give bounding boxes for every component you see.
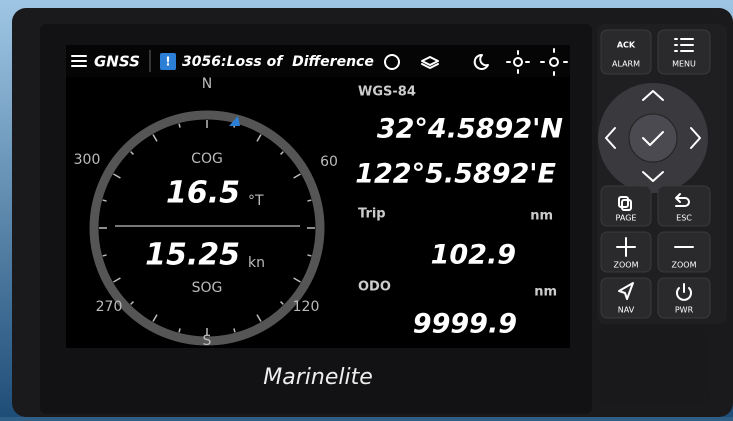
cog-label: COG: [191, 151, 223, 167]
ok-button[interactable]: [629, 114, 677, 162]
compass-label: 300: [74, 152, 101, 168]
button-label: ACK: [617, 41, 636, 50]
compass-tick: [103, 200, 107, 201]
compass-label: S: [203, 333, 212, 349]
compass-tick: [307, 200, 311, 201]
button-label: ALARM: [612, 60, 640, 69]
button-label: ESC: [676, 214, 692, 223]
button-label: PWR: [675, 306, 694, 315]
button-label: ZOOM: [672, 261, 697, 270]
odo-value: 9999.9: [413, 309, 517, 340]
trip-label: Trip: [358, 207, 386, 222]
compass-label: 270: [96, 299, 123, 315]
alert-text: 3056:Loss of Difference: [182, 54, 374, 70]
latitude: 32°4.5892'N: [377, 114, 564, 145]
brand: Marinelite: [263, 365, 372, 390]
page: GNSS ! 3056:Loss of Difference N 60 120 …: [0, 0, 733, 417]
trip-unit: nm: [530, 209, 553, 224]
odo-unit: nm: [534, 285, 557, 300]
datum: WGS-84: [358, 85, 416, 100]
button-label: ZOOM: [614, 261, 639, 270]
trip-value: 102.9: [431, 240, 516, 271]
odo-label: ODO: [358, 280, 391, 295]
compass-label: 60: [320, 154, 338, 170]
device: GNSS ! 3056:Loss of Difference N 60 120 …: [0, 0, 733, 417]
sog-value: 15.25: [145, 238, 240, 273]
sog-label: SOG: [192, 280, 223, 296]
cog-value: 16.5: [166, 176, 240, 211]
compass-tick: [307, 255, 311, 256]
button-label: NAV: [618, 306, 635, 315]
button-label: MENU: [672, 60, 696, 69]
compass-tick: [179, 124, 180, 128]
keypad-lower: [601, 326, 710, 406]
header-title: GNSS: [94, 53, 140, 71]
compass-tick: [179, 328, 180, 332]
compass-label: 120: [293, 299, 320, 315]
longitude: 122°5.5892'E: [355, 159, 556, 190]
button-label: PAGE: [616, 214, 637, 223]
compass-tick: [103, 255, 107, 256]
compass-tick: [234, 328, 235, 332]
alert-icon: !: [165, 55, 170, 69]
sog-unit: kn: [248, 255, 265, 271]
cog-unit: °T: [248, 193, 264, 209]
compass-label: N: [202, 76, 212, 92]
